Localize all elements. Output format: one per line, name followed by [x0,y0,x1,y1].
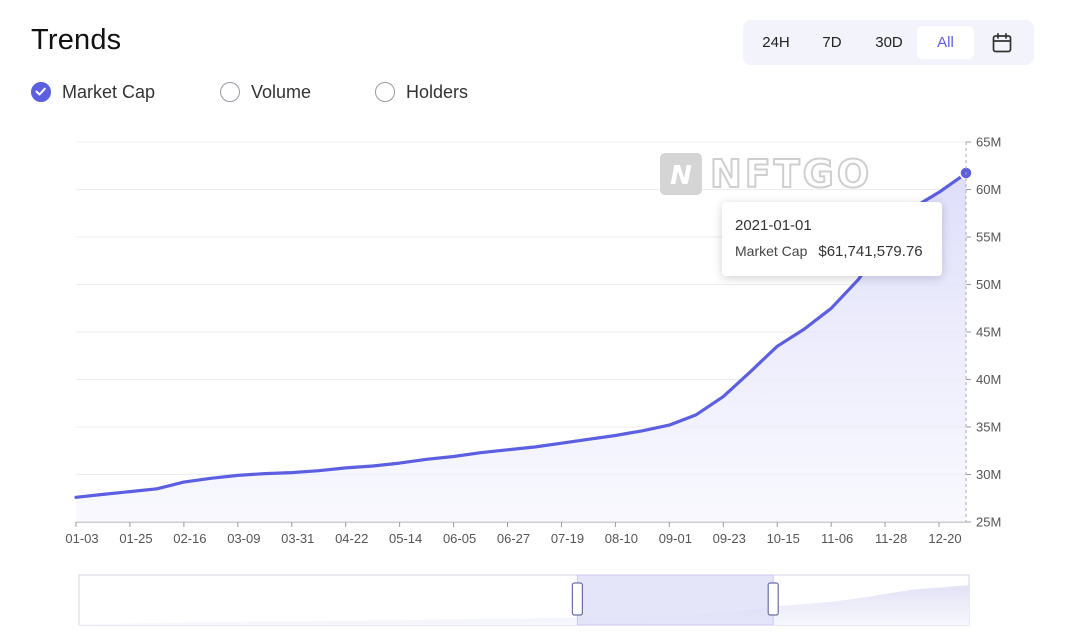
navigator-handle[interactable] [571,582,584,616]
radio-icon[interactable] [375,82,395,102]
metric-option-market-cap[interactable]: Market Cap [31,80,155,104]
x-tick-label: 11-28 [875,531,907,546]
x-tick-label: 02-16 [173,531,206,546]
x-tick-label: 08-10 [605,531,638,546]
x-tick-label: 03-09 [227,531,260,546]
metric-label: Volume [251,81,312,102]
area-shape [76,173,966,523]
x-tick-label: 05-14 [389,531,422,546]
radio-icon[interactable] [220,82,240,102]
tooltip-series-label: Market Cap [735,243,808,259]
x-axis-ticks: 01-03 01-25 02-16 03-09 03-31 04-22 05-14 06-05… [65,522,962,546]
y-tick-label: 55M [976,230,1001,245]
x-tick-label: 12-20 [928,531,961,546]
y-tick-label: 50M [976,277,1001,292]
chart-tooltip: 2021-01-01 Market Cap $61,741,579.76 [722,202,942,276]
x-tick-label: 07-19 [551,531,584,546]
page-title: Trends [31,24,122,56]
area-fill [76,173,966,523]
range-7d-button[interactable]: 7D [822,34,842,51]
range-navigator[interactable] [78,574,970,626]
x-tick-label: 06-27 [497,531,530,546]
navigator-window[interactable] [576,574,774,626]
range-all-button[interactable]: All [917,26,974,59]
checked-radio-icon[interactable] [31,82,51,102]
tooltip-date: 2021-01-01 [735,217,812,234]
range-30d-button[interactable]: 30D [875,34,903,51]
x-tick-label: 06-05 [443,531,476,546]
tooltip-value: $61,741,579.76 [818,243,923,260]
x-tick-label: 10-15 [767,531,800,546]
y-tick-label: 60M [976,182,1001,197]
svg-text:N: N [670,161,692,191]
x-tick-label: 04-22 [335,531,368,546]
x-tick-label: 11-06 [821,531,853,546]
x-tick-label: 09-23 [713,531,746,546]
metric-option-volume[interactable]: Volume [220,80,311,104]
y-tick-label: 35M [976,420,1001,435]
metric-option-holders[interactable]: Holders [375,80,468,104]
series-line-path [74,171,968,499]
calendar-icon[interactable] [991,32,1013,54]
y-tick-label: 30M [976,467,1001,482]
metric-label: Market Cap [62,81,156,102]
y-axis-ticks: 25M 30M 35M 40M 45M 50M 55M 60M 65M [965,135,1001,530]
x-tick-label: 09-01 [659,531,692,546]
x-tick-label: 01-25 [119,531,152,546]
nftgo-watermark: N NFTGO [660,151,873,197]
x-tick-label: 01-03 [65,531,98,546]
metric-label: Holders [406,81,469,102]
y-tick-label: 65M [976,135,1001,150]
x-tick-label: 03-31 [281,531,314,546]
range-24h-button[interactable]: 24H [762,34,790,51]
series-line [74,171,968,499]
nftgo-logo: N [660,153,702,195]
watermark-text: NFTGO [709,151,873,197]
y-tick-label: 40M [976,372,1001,387]
y-tick-label: 45M [976,325,1001,340]
y-tick-label: 25M [976,515,1001,530]
time-range-selector: 24H 7D 30D All [743,20,1034,65]
navigator-handle[interactable] [767,582,779,616]
